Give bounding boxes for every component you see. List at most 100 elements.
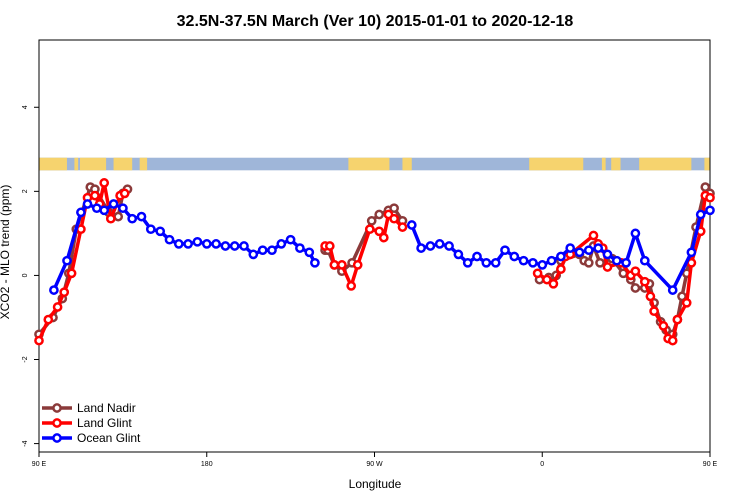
land-band-8	[601, 157, 606, 171]
data-point-land-glint	[645, 291, 656, 302]
data-point-ocean-glint	[481, 257, 492, 268]
data-point-ocean-glint	[406, 220, 417, 230]
data-point-ocean-glint	[164, 234, 175, 245]
data-point-ocean-glint	[583, 245, 594, 256]
plot-frame	[38, 39, 711, 453]
data-point-ocean-glint	[472, 251, 482, 262]
data-point-land-glint	[667, 335, 678, 346]
data-point-ocean-glint	[462, 257, 473, 268]
data-point-ocean-glint	[546, 255, 557, 266]
legend-label-ocean-glint: Ocean Glint	[77, 431, 141, 445]
data-point-ocean-glint	[155, 226, 166, 237]
axes: -4 -2 0 2 4 90 E 180 90 W 0 90 E	[22, 105, 718, 468]
land-band-7	[529, 157, 584, 171]
data-point-land-glint	[548, 278, 559, 289]
data-point-ocean-glint	[257, 245, 268, 256]
data-point-land-nadir	[374, 209, 385, 220]
data-point-ocean-glint	[425, 241, 436, 251]
data-point-land-glint	[329, 260, 340, 270]
data-point-ocean-glint	[705, 205, 715, 216]
land-band-11	[704, 157, 710, 171]
series-group	[34, 178, 715, 346]
data-point-ocean-glint	[434, 239, 445, 249]
x-tick-label: 90 W	[366, 461, 383, 468]
data-point-ocean-glint	[630, 228, 641, 239]
data-point-ocean-glint	[500, 245, 510, 256]
data-point-ocean-glint	[639, 255, 650, 266]
legend-label-land-nadir: Land Nadir	[77, 401, 136, 415]
data-point-ocean-glint	[453, 249, 464, 260]
data-point-ocean-glint	[304, 247, 315, 258]
data-point-ocean-glint	[229, 241, 240, 251]
series-land-glint	[34, 178, 715, 346]
x-axis-label: Longitude	[349, 477, 402, 491]
data-point-land-glint	[59, 287, 70, 298]
data-point-land-nadir	[389, 203, 399, 214]
y-tick-label: 4	[22, 105, 29, 109]
series-ocean-glint	[49, 199, 715, 295]
land-ocean-strip	[39, 157, 710, 171]
data-point-ocean-glint	[82, 199, 93, 209]
x-tick-label: 0	[540, 461, 544, 468]
data-point-land-glint	[52, 302, 63, 312]
y-tick-label: 2	[22, 189, 29, 193]
data-point-land-nadir	[700, 182, 711, 192]
data-point-land-glint	[352, 260, 363, 270]
data-point-ocean-glint	[201, 239, 212, 249]
chart-title: 32.5N-37.5N March (Ver 10) 2015-01-01 to…	[177, 13, 574, 30]
data-point-ocean-glint	[99, 205, 110, 216]
data-point-land-glint	[542, 274, 552, 285]
y-axis-label: XCO2 - MLO trend (ppm)	[0, 185, 12, 320]
data-point-ocean-glint	[574, 247, 585, 258]
data-point-ocean-glint	[49, 285, 59, 295]
data-point-ocean-glint	[192, 236, 203, 247]
legend-marker-ocean-glint	[52, 433, 62, 443]
x-tick-label: 90 E	[703, 461, 718, 468]
data-point-land-glint	[346, 281, 357, 291]
data-point-land-glint	[532, 268, 543, 279]
legend-marker-land-glint	[52, 418, 62, 428]
data-point-ocean-glint	[416, 243, 426, 253]
series-line-ocean-glint	[52, 202, 317, 291]
data-point-land-glint	[705, 192, 715, 203]
data-point-land-glint	[588, 230, 599, 241]
data-point-land-glint	[34, 335, 44, 346]
legend-marker-land-nadir	[52, 403, 62, 413]
data-point-land-glint	[105, 213, 116, 224]
data-point-ocean-glint	[686, 247, 697, 258]
land-band-6	[402, 157, 412, 171]
data-point-land-glint	[364, 224, 375, 235]
data-point-land-glint	[119, 188, 130, 199]
data-point-ocean-glint	[118, 203, 128, 214]
land-band-4	[139, 157, 148, 171]
data-point-land-glint	[90, 190, 100, 201]
data-point-ocean-glint	[310, 257, 320, 268]
data-point-ocean-glint	[556, 251, 566, 262]
data-point-ocean-glint	[602, 249, 613, 260]
land-band-10	[639, 157, 692, 171]
data-point-ocean-glint	[136, 211, 147, 222]
series-line-land-glint	[325, 212, 404, 288]
data-point-ocean-glint	[127, 213, 138, 224]
data-point-ocean-glint	[108, 199, 119, 209]
data-point-ocean-glint	[611, 255, 622, 266]
land-band-1	[74, 157, 79, 171]
data-point-ocean-glint	[295, 243, 305, 253]
data-point-land-glint	[43, 314, 54, 325]
land-band-0	[39, 157, 67, 171]
data-point-land-glint	[66, 268, 77, 279]
data-point-land-glint	[681, 297, 692, 308]
land-band-3	[113, 157, 133, 171]
data-point-land-nadir	[630, 283, 641, 293]
data-point-land-glint	[649, 306, 659, 317]
data-point-ocean-glint	[593, 243, 604, 253]
data-point-ocean-glint	[145, 224, 156, 235]
data-point-land-glint	[602, 262, 613, 272]
data-point-land-nadir	[113, 211, 124, 222]
data-point-land-glint	[630, 266, 641, 277]
data-point-ocean-glint	[444, 241, 454, 251]
data-point-ocean-glint	[91, 203, 102, 214]
data-point-land-glint	[99, 178, 110, 188]
data-point-land-nadir	[366, 215, 377, 226]
